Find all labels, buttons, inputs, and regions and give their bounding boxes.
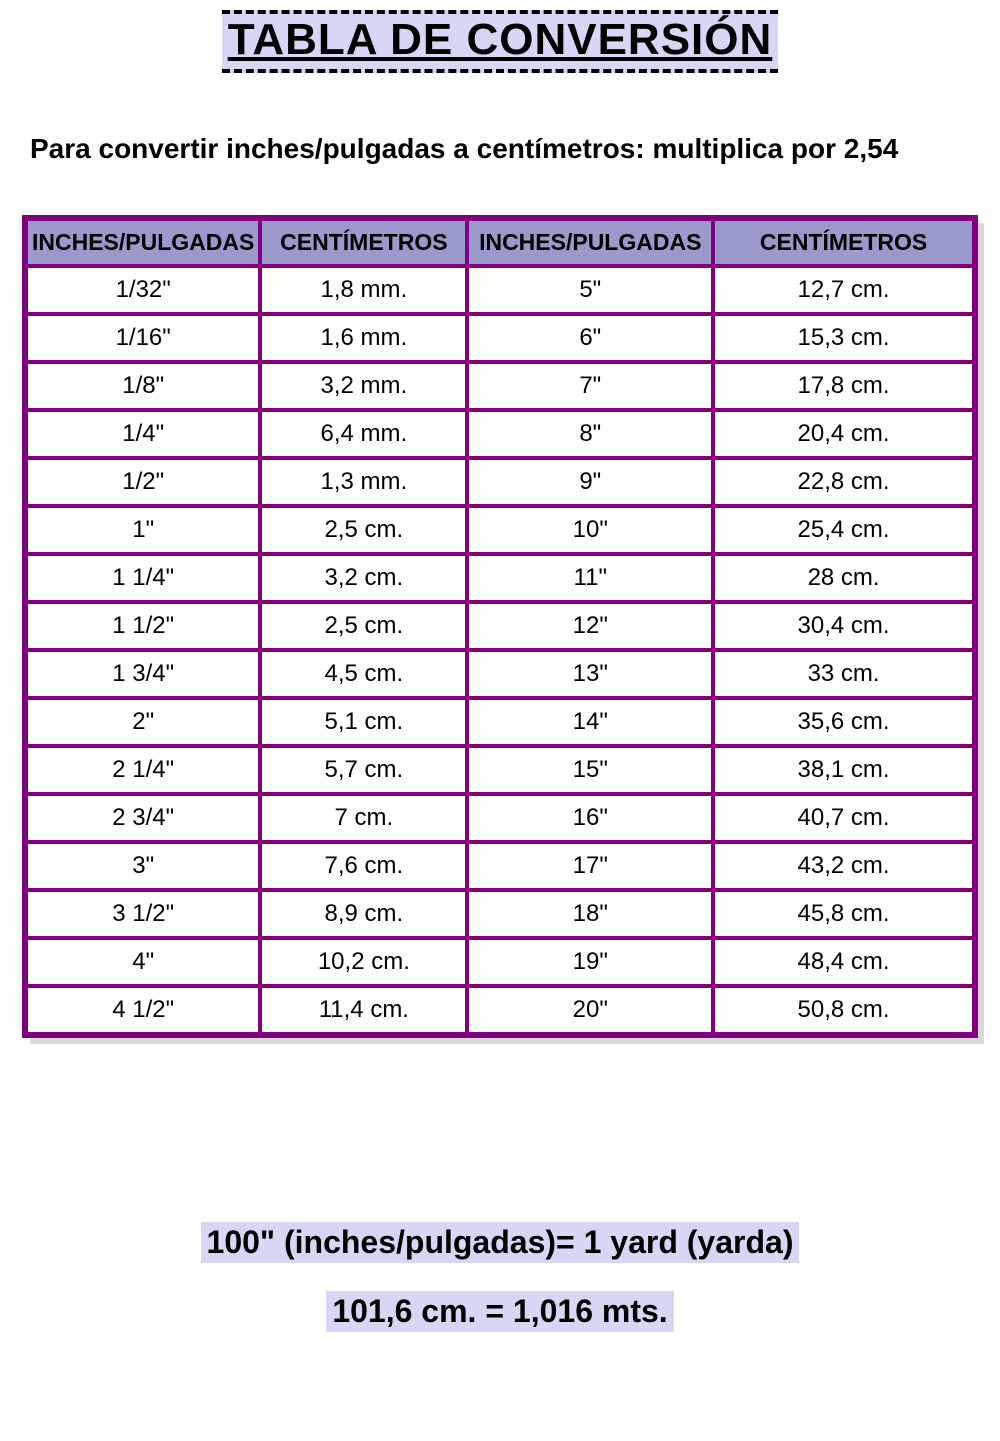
table-row: 1/8"3,2 mm.7"17,8 cm. [26, 362, 974, 410]
table-cell: 12,7 cm. [713, 266, 974, 314]
subtitle: Para convertir inches/pulgadas a centíme… [30, 133, 980, 165]
table-cell: 4 1/2" [26, 986, 260, 1034]
table-cell: 2 1/4" [26, 746, 260, 794]
table-cell: 38,1 cm. [713, 746, 974, 794]
table-cell: 1 3/4" [26, 650, 260, 698]
table-cell: 16" [467, 794, 713, 842]
table-cell: 7 cm. [260, 794, 467, 842]
table-cell: 5,7 cm. [260, 746, 467, 794]
table-cell: 35,6 cm. [713, 698, 974, 746]
page-title: TABLA DE CONVERSIÓN [222, 10, 779, 73]
table-row: 1/32"1,8 mm.5"12,7 cm. [26, 266, 974, 314]
table-row: 1 1/2"2,5 cm.12"30,4 cm. [26, 602, 974, 650]
table-cell: 43,2 cm. [713, 842, 974, 890]
table-cell: 1/16" [26, 314, 260, 362]
table-header: INCHES/PULGADAS CENTÍMETROS INCHES/PULGA… [26, 219, 974, 266]
table-cell: 7,6 cm. [260, 842, 467, 890]
table-cell: 4" [26, 938, 260, 986]
table-cell: 2,5 cm. [260, 506, 467, 554]
table-cell: 48,4 cm. [713, 938, 974, 986]
table-cell: 20,4 cm. [713, 410, 974, 458]
table-cell: 17,8 cm. [713, 362, 974, 410]
table-cell: 20" [467, 986, 713, 1034]
table-cell: 11,4 cm. [260, 986, 467, 1034]
footnotes: 100" (inches/pulgadas)= 1 yard (yarda) 1… [20, 1208, 980, 1346]
col-header: CENTÍMETROS [260, 219, 467, 266]
table-cell: 25,4 cm. [713, 506, 974, 554]
footnote-line: 101,6 cm. = 1,016 mts. [326, 1291, 673, 1332]
table-header-row: INCHES/PULGADAS CENTÍMETROS INCHES/PULGA… [26, 219, 974, 266]
table-cell: 19" [467, 938, 713, 986]
table-cell: 14" [467, 698, 713, 746]
title-container: TABLA DE CONVERSIÓN [20, 0, 980, 73]
col-header: CENTÍMETROS [713, 219, 974, 266]
table-row: 4 1/2"11,4 cm.20"50,8 cm. [26, 986, 974, 1034]
table-cell: 6,4 mm. [260, 410, 467, 458]
table-row: 1/4"6,4 mm.8"20,4 cm. [26, 410, 974, 458]
table-cell: 1,6 mm. [260, 314, 467, 362]
table-cell: 28 cm. [713, 554, 974, 602]
table-body: 1/32"1,8 mm.5"12,7 cm.1/16"1,6 mm.6"15,3… [26, 266, 974, 1034]
table-row: 1 3/4"4,5 cm.13"33 cm. [26, 650, 974, 698]
table-cell: 17" [467, 842, 713, 890]
table-cell: 2" [26, 698, 260, 746]
table-cell: 1/4" [26, 410, 260, 458]
table-cell: 1 1/4" [26, 554, 260, 602]
footnote-line: 100" (inches/pulgadas)= 1 yard (yarda) [201, 1222, 800, 1263]
table-cell: 1/2" [26, 458, 260, 506]
table-cell: 1" [26, 506, 260, 554]
table-cell: 50,8 cm. [713, 986, 974, 1034]
page: TABLA DE CONVERSIÓN Para convertir inche… [0, 0, 1000, 1346]
table-cell: 2,5 cm. [260, 602, 467, 650]
table-row: 2 3/4"7 cm.16"40,7 cm. [26, 794, 974, 842]
table-row: 2"5,1 cm.14"35,6 cm. [26, 698, 974, 746]
table-cell: 30,4 cm. [713, 602, 974, 650]
table-cell: 5,1 cm. [260, 698, 467, 746]
table-cell: 1,3 mm. [260, 458, 467, 506]
table-row: 1/2"1,3 mm.9"22,8 cm. [26, 458, 974, 506]
table-cell: 15,3 cm. [713, 314, 974, 362]
table-cell: 2 3/4" [26, 794, 260, 842]
table-cell: 6" [467, 314, 713, 362]
table-cell: 3,2 cm. [260, 554, 467, 602]
table-row: 4"10,2 cm.19"48,4 cm. [26, 938, 974, 986]
table-cell: 40,7 cm. [713, 794, 974, 842]
table-cell: 12" [467, 602, 713, 650]
conversion-table: INCHES/PULGADAS CENTÍMETROS INCHES/PULGA… [22, 215, 978, 1038]
table-cell: 3" [26, 842, 260, 890]
table-cell: 3 1/2" [26, 890, 260, 938]
table-cell: 1,8 mm. [260, 266, 467, 314]
col-header: INCHES/PULGADAS [467, 219, 713, 266]
table-cell: 1/8" [26, 362, 260, 410]
table-row: 1 1/4"3,2 cm.11"28 cm. [26, 554, 974, 602]
table-container: INCHES/PULGADAS CENTÍMETROS INCHES/PULGA… [22, 215, 978, 1038]
table-cell: 13" [467, 650, 713, 698]
table-row: 1"2,5 cm.10"25,4 cm. [26, 506, 974, 554]
col-header: INCHES/PULGADAS [26, 219, 260, 266]
table-cell: 45,8 cm. [713, 890, 974, 938]
table-cell: 11" [467, 554, 713, 602]
table-cell: 7" [467, 362, 713, 410]
table-cell: 33 cm. [713, 650, 974, 698]
table-cell: 10" [467, 506, 713, 554]
table-row: 3 1/2"8,9 cm.18"45,8 cm. [26, 890, 974, 938]
table-cell: 8" [467, 410, 713, 458]
table-cell: 10,2 cm. [260, 938, 467, 986]
table-row: 2 1/4"5,7 cm.15"38,1 cm. [26, 746, 974, 794]
table-cell: 18" [467, 890, 713, 938]
table-row: 1/16"1,6 mm.6"15,3 cm. [26, 314, 974, 362]
table-cell: 9" [467, 458, 713, 506]
table-cell: 4,5 cm. [260, 650, 467, 698]
table-cell: 22,8 cm. [713, 458, 974, 506]
table-cell: 15" [467, 746, 713, 794]
table-row: 3"7,6 cm.17"43,2 cm. [26, 842, 974, 890]
table-cell: 1 1/2" [26, 602, 260, 650]
table-cell: 5" [467, 266, 713, 314]
table-cell: 1/32" [26, 266, 260, 314]
table-cell: 8,9 cm. [260, 890, 467, 938]
table-cell: 3,2 mm. [260, 362, 467, 410]
